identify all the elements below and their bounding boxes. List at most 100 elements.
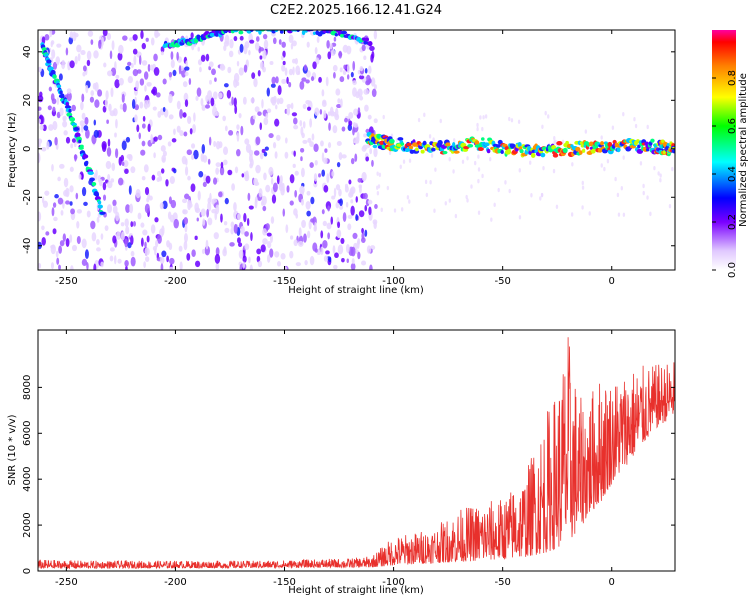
spectrogram-cell <box>73 32 79 38</box>
spectrogram-cell <box>55 250 59 258</box>
spectrogram-cell <box>161 154 166 163</box>
spectrogram-cell <box>479 115 482 120</box>
spectrogram-cell <box>347 223 352 231</box>
spectrogram-cell <box>553 135 556 141</box>
spectrogram-cell <box>310 76 315 82</box>
spectrogram-cell <box>328 257 332 263</box>
spectrogram-cell <box>271 194 277 204</box>
spectrogram-cell <box>199 66 202 73</box>
spectrogram-cell <box>353 108 359 116</box>
spectrogram-cell <box>268 133 274 139</box>
spectrogram-cell <box>288 34 294 43</box>
spectrogram-cell <box>141 60 148 66</box>
spectrogram-cell <box>364 205 368 212</box>
spectrogram-cell <box>208 136 212 146</box>
spectrogram-cell <box>138 55 142 65</box>
spectrogram-cell <box>207 201 212 212</box>
spectrogram-cell <box>406 195 410 200</box>
spectrogram-cell <box>233 72 240 83</box>
spectrogram-cell <box>102 182 107 191</box>
spectrogram-cell <box>331 195 336 200</box>
spectrogram-cell <box>162 150 167 157</box>
spectrogram-cell <box>281 64 286 72</box>
spectrogram-cell <box>302 121 306 129</box>
spectrogram-cell <box>52 120 58 131</box>
spectrogram-cell <box>303 233 307 243</box>
spectrogram-cell <box>539 196 542 201</box>
snr-ticks: -250 -200 -150 -100 -50 0 0 2000 4000 6000 8000 <box>22 330 675 588</box>
spectrogram-cell <box>121 140 127 151</box>
spectrogram-cell <box>240 225 245 235</box>
spectrogram-cell <box>320 140 324 147</box>
spectrogram-cell <box>44 34 50 41</box>
spectrogram-cell <box>278 181 284 188</box>
spectrogram-cell <box>265 184 271 193</box>
spectrogram-cell <box>173 168 177 174</box>
spectrogram-cell <box>284 266 288 270</box>
spectrogram-cell <box>102 194 107 201</box>
spectrogram-cell <box>477 178 480 184</box>
spectrogram-cell <box>155 92 161 98</box>
spectrogram-trace-cell <box>59 90 63 95</box>
spectrogram-cell <box>209 192 212 203</box>
spectrogram-cell <box>115 211 120 222</box>
spectrogram-cell <box>220 161 224 169</box>
spectrogram-cell <box>210 97 215 107</box>
spectrogram-cell <box>96 247 101 252</box>
spectrogram-cell <box>137 212 142 220</box>
spectrogram-cell <box>653 165 656 171</box>
spectrogram-cell <box>286 185 290 193</box>
spectrogram-cell <box>310 218 315 223</box>
spectrogram-cell <box>94 99 100 108</box>
spectrogram-cell <box>295 262 301 267</box>
spectrogram-cell <box>337 98 341 104</box>
spectrogram-cell <box>69 201 73 206</box>
snr-x-tick-label: -150 <box>273 577 296 588</box>
spectrogram-cell <box>176 51 179 61</box>
spectrogram-cell <box>316 36 320 44</box>
spectrogram-cell <box>366 245 372 254</box>
spectrogram-cell <box>598 113 601 119</box>
spectrogram-cell <box>374 204 378 209</box>
spectrogram-trace-cell <box>486 148 491 154</box>
spectrogram-cell <box>399 164 402 169</box>
spectrogram-cell <box>351 258 355 265</box>
spectrogram-trace-cell <box>363 40 367 45</box>
spectrogram-cell <box>236 149 241 157</box>
spectrogram-cell <box>219 166 225 176</box>
spectrogram-cell <box>229 242 235 247</box>
spectrogram-cell <box>113 255 117 265</box>
spectrogram-cell <box>336 161 341 168</box>
spectrogram-cell <box>71 244 78 252</box>
spectrogram-cell <box>173 218 179 229</box>
spectrogram-cell <box>74 154 77 162</box>
spectrogram-cell <box>600 163 603 168</box>
spectrogram-cell <box>345 201 349 208</box>
spectrogram-cell <box>376 185 379 190</box>
spectrogram-cell <box>323 184 329 193</box>
spectrogram-cell <box>345 243 350 253</box>
spectrogram-y-tick-label: 0 <box>22 146 33 152</box>
spectrogram-cell <box>92 82 97 90</box>
spectrogram-cell <box>101 36 105 47</box>
spectrogram-cell <box>136 124 140 133</box>
spectrogram-trace-cell <box>483 142 490 147</box>
spectrogram-cell <box>215 262 220 270</box>
spectrogram-cell <box>488 156 492 162</box>
spectrogram-cell <box>284 137 288 144</box>
colorbar-tick-label: 0.4 <box>727 166 738 182</box>
snr-y-tick-label: 4000 <box>22 466 33 491</box>
spectrogram-cell <box>81 238 87 249</box>
spectrogram-cell <box>38 262 42 269</box>
spectrogram-trace-cell <box>89 177 95 182</box>
spectrogram-cell <box>200 208 206 217</box>
spectrogram-trace-cell <box>474 140 480 146</box>
spectrogram-trace-cell <box>204 30 210 35</box>
spectrogram-cell <box>424 179 428 185</box>
spectrogram-cell <box>127 61 132 66</box>
spectrogram-cell <box>184 71 189 77</box>
spectrogram-cell <box>299 80 305 90</box>
spectrogram-cell <box>129 203 134 214</box>
spectrogram-cell <box>258 188 263 198</box>
